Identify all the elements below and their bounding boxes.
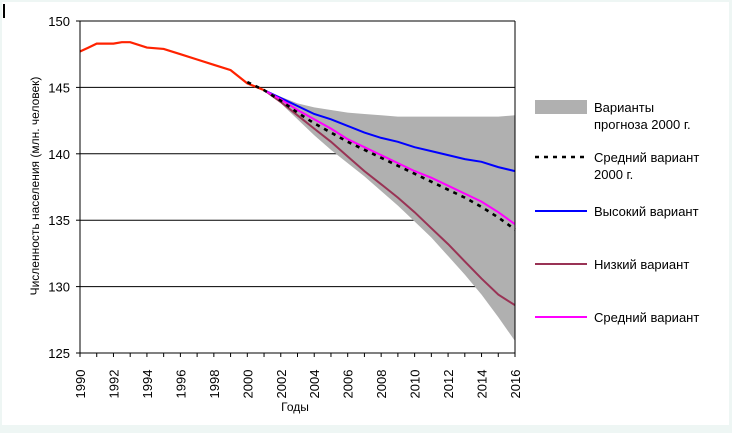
legend-label-mid2000: Средний вариант [594,150,699,165]
x-tick-label: 2010 [408,370,423,399]
plot-area: 125 130 135 140 145 150 1990 1992 1994 1996 1998 2… [48,14,523,398]
x-tick-label: 2004 [307,370,322,399]
legend-label-band: Варианты [594,100,654,115]
legend-label-mid: Средний вариант [594,310,699,325]
x-tick-label: 1990 [73,370,88,399]
series-line-high [263,89,516,173]
y-tick-label: 145 [48,80,70,95]
x-tick-label: 1992 [106,370,121,399]
forecast-band [264,90,515,342]
chart-area [2,2,729,425]
legend: Варианты прогноза 2000 г. Средний вариант 2… [535,100,699,325]
y-tick-labels: 125 130 135 140 145 150 [48,14,70,361]
legend-label-mid2000: 2000 г. [594,167,633,182]
series-line-low [263,89,516,307]
x-tick-label: 2012 [441,370,456,399]
x-tick-label: 2002 [274,370,289,399]
legend-label-low: Низкий вариант [594,257,689,272]
legend-swatch-band [535,100,587,114]
legend-label-high: Высокий вариант [594,204,699,219]
x-tick-label: 1996 [173,370,188,399]
x-tick-label: 2014 [475,370,490,399]
x-tick-label: 2006 [341,370,356,399]
x-tick-label: 1994 [140,370,155,399]
x-tick-label: 2008 [374,370,389,399]
y-tick-label: 135 [48,213,70,228]
history-line [79,41,265,92]
band-layer [264,90,515,342]
series-line-mid2000 [246,80,516,231]
y-tick-label: 150 [48,14,70,29]
y-tick-label: 130 [48,280,70,295]
y-axis-label: Численность населения (млн. человек) [28,77,42,296]
y-tick-label: 140 [48,147,70,162]
y-tick-label: 125 [48,346,70,361]
x-tick-labels: 1990 1992 1994 1996 1998 2000 2002 2004 2006 2008… [73,370,523,399]
series-lines [79,41,516,307]
x-tick-label: 2016 [508,370,523,399]
axes [76,20,516,357]
legend-label-band: прогноза 2000 г. [594,117,691,132]
x-tick-label: 1998 [207,370,222,399]
series-line-mid [263,89,516,226]
x-axis-label: Годы [281,400,309,414]
x-tick-label: 2000 [240,370,255,399]
